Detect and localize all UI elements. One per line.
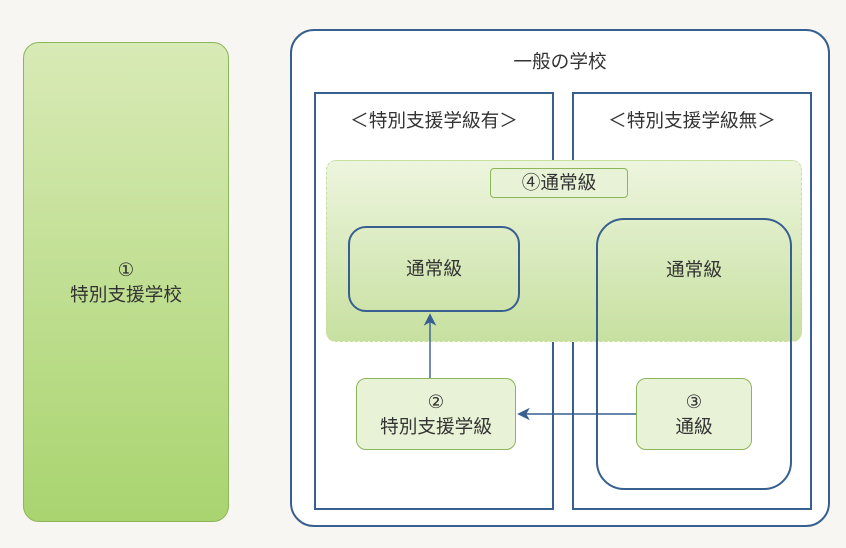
- resource-room-label: ③ 通級: [636, 378, 752, 450]
- regular-class-group-title: ④通常級: [490, 168, 628, 198]
- special-support-school-label: ① 特別支援学校: [23, 42, 229, 522]
- regular-class-left-label: 通常級: [348, 226, 520, 312]
- special-support-class-label: ② 特別支援学級: [356, 378, 516, 450]
- without-special-class-title: ＜特別支援学級無＞: [572, 108, 812, 133]
- general-school-title: 一般の学校: [290, 49, 830, 74]
- regular-class-right-label: 通常級: [596, 250, 792, 290]
- with-special-class-title: ＜特別支援学級有＞: [314, 108, 554, 133]
